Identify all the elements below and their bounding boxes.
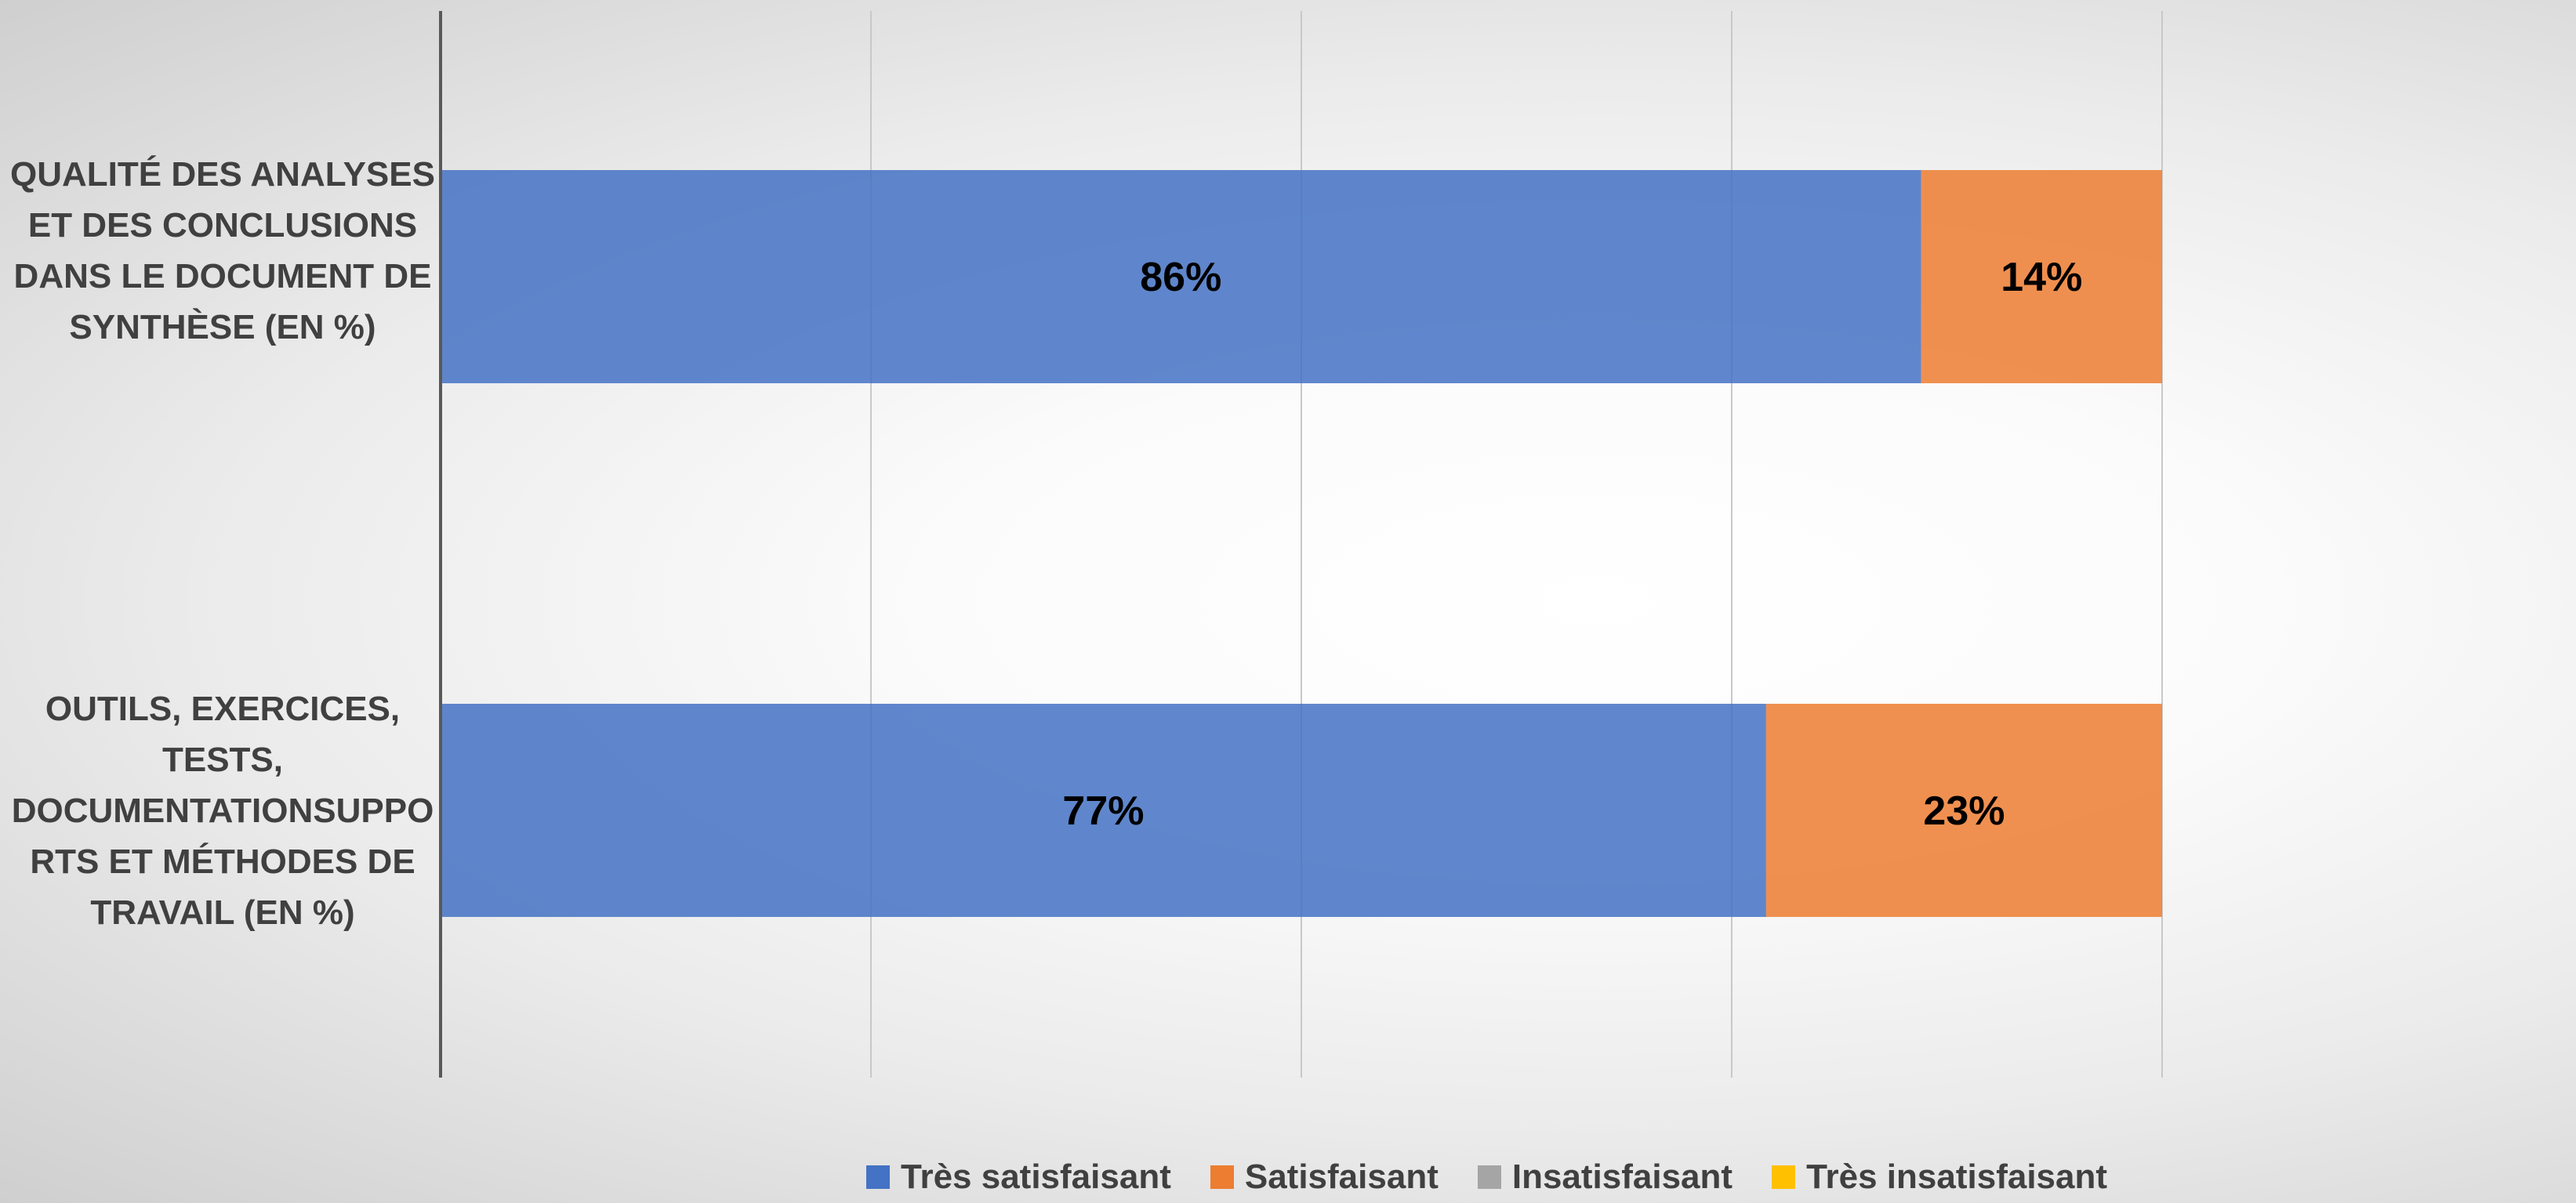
legend-item-tres-insatisfaisant: Très insatisfaisant: [1772, 1158, 2107, 1197]
legend-label-tres-satisfaisant: Très satisfaisant: [901, 1157, 1171, 1196]
bar-1-cat-2: [441, 704, 1766, 917]
legend-item-satisfaisant: Satisfaisant: [1210, 1158, 1439, 1197]
data-label-2-cat-1: 14%: [2001, 255, 2082, 300]
legend-swatch-tres-satisfaisant: [866, 1165, 890, 1189]
data-label-1-cat-1: 86%: [1140, 255, 1221, 300]
bars: [441, 170, 2162, 917]
legend-swatch-insatisfaisant: [1477, 1165, 1501, 1189]
legend: Très satisfaisant Satisfaisant Insatisfa…: [866, 1150, 2146, 1203]
data-label-1-cat-2: 77%: [1062, 788, 1144, 834]
legend-label-insatisfaisant: Insatisfaisant: [1511, 1157, 1733, 1196]
bar-2-cat-1: [1921, 170, 2162, 383]
legend-swatch-tres-insatisfaisant: [1772, 1165, 1796, 1189]
bar-2-cat-2: [1765, 704, 2162, 917]
legend-label-satisfaisant: Satisfaisant: [1244, 1157, 1439, 1196]
legend-label-tres-insatisfaisant: Très insatisfaisant: [1806, 1157, 2108, 1196]
category-label-1: QUALITÉ DES ANALYSES ET DES CONCLUSIONS …: [10, 155, 435, 346]
category-label-2: OUTILS, EXERCICES, TESTS, DOCUMENTATIONS…: [11, 690, 434, 932]
data-label-2-cat-2: 23%: [1923, 788, 2005, 834]
legend-swatch-satisfaisant: [1210, 1165, 1234, 1189]
bar-1-cat-1: [441, 170, 1921, 383]
legend-item-insatisfaisant: Insatisfaisant: [1477, 1157, 1733, 1197]
legend-item-tres-satisfaisant: Très satisfaisant: [866, 1158, 1171, 1197]
data-labels: 86% 14% 77% 23%: [1062, 255, 2082, 834]
